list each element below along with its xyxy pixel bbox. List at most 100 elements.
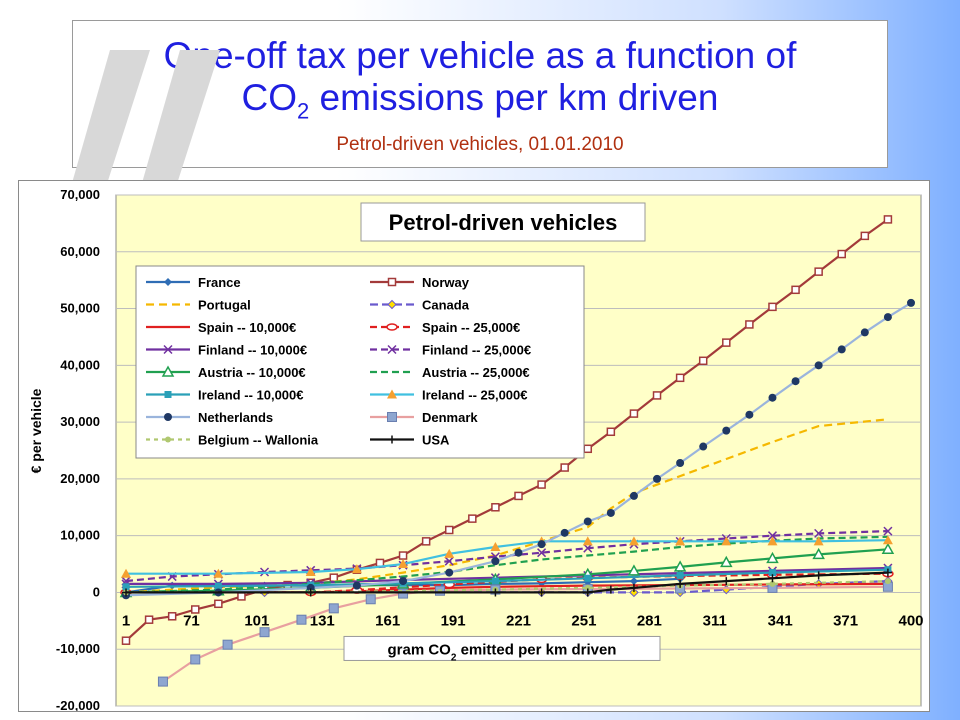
point-marker bbox=[560, 528, 569, 537]
point-marker bbox=[421, 537, 431, 546]
y-tick-label: 10,000 bbox=[60, 528, 100, 543]
point-marker bbox=[387, 389, 397, 399]
point-marker bbox=[445, 568, 454, 577]
x-tick-label: 1 bbox=[122, 612, 130, 629]
title-box: One-off tax per vehicle as a function of… bbox=[72, 20, 888, 168]
series-usa bbox=[122, 568, 892, 597]
point-marker bbox=[629, 491, 638, 500]
chart-title: Petrol-driven vehicles bbox=[389, 210, 618, 235]
point-marker bbox=[768, 574, 777, 583]
point-marker bbox=[191, 605, 200, 614]
point-marker bbox=[881, 542, 895, 555]
point-marker bbox=[627, 564, 641, 576]
point-marker bbox=[676, 579, 685, 588]
point-marker bbox=[583, 444, 593, 454]
point-marker bbox=[907, 298, 915, 307]
point-marker bbox=[582, 536, 593, 546]
x-tick-label: 221 bbox=[506, 612, 531, 629]
point-marker bbox=[190, 654, 201, 665]
x-tick-label: 281 bbox=[637, 612, 662, 629]
quote-decoration-icon bbox=[70, 50, 220, 190]
legend-label: Spain -- 10,000€ bbox=[198, 320, 296, 335]
point-marker bbox=[837, 345, 846, 354]
series-line bbox=[162, 585, 888, 683]
point-marker bbox=[365, 594, 376, 605]
point-marker bbox=[490, 542, 501, 552]
point-marker bbox=[491, 588, 500, 597]
legend-label: Finland -- 10,000€ bbox=[198, 343, 307, 358]
point-marker bbox=[768, 569, 776, 577]
y-tick-label: -10,000 bbox=[56, 641, 100, 656]
chart-frame: 70,000 60,000 50,000 40,000 30,000 20,000 10,0… bbox=[18, 180, 930, 713]
y-axis-title: € per vehicle bbox=[28, 388, 44, 473]
y-tick-label: 0 bbox=[93, 584, 100, 599]
y-tick-label: 70,000 bbox=[60, 187, 100, 202]
legend-label: Ireland -- 10,000€ bbox=[198, 388, 304, 403]
point-marker bbox=[584, 584, 591, 591]
point-marker bbox=[767, 531, 778, 541]
point-marker bbox=[305, 567, 316, 577]
point-marker bbox=[722, 577, 731, 586]
point-marker bbox=[306, 583, 315, 592]
point-marker bbox=[583, 543, 593, 553]
point-marker bbox=[214, 582, 222, 590]
point-marker bbox=[675, 536, 686, 546]
title-rest: emissions per km driven bbox=[309, 77, 719, 118]
point-marker bbox=[673, 560, 687, 572]
x-tick-label: 191 bbox=[441, 612, 466, 629]
point-marker bbox=[491, 503, 500, 512]
point-marker bbox=[884, 578, 891, 585]
y-tick-label: 30,000 bbox=[60, 414, 100, 429]
point-marker bbox=[883, 526, 893, 536]
point-marker bbox=[883, 313, 892, 322]
y-tick-label: 40,000 bbox=[60, 357, 100, 372]
x-tick-label: 161 bbox=[375, 612, 400, 629]
point-marker bbox=[514, 491, 523, 501]
point-marker bbox=[628, 536, 639, 546]
point-marker bbox=[399, 577, 408, 586]
point-marker bbox=[606, 508, 615, 517]
point-marker bbox=[722, 426, 731, 435]
point-marker bbox=[814, 361, 823, 370]
point-marker bbox=[157, 676, 168, 687]
point-marker bbox=[329, 573, 339, 582]
x-tick-label: 71 bbox=[183, 612, 200, 629]
series-netherlands bbox=[122, 298, 915, 600]
legend-label: Belgium -- Wallonia bbox=[198, 433, 319, 448]
point-marker bbox=[767, 536, 778, 546]
point-marker bbox=[164, 413, 172, 421]
point-marker bbox=[214, 599, 223, 609]
x-axis-title-box bbox=[343, 635, 661, 661]
point-marker bbox=[837, 249, 846, 259]
y-tick-label: 60,000 bbox=[60, 244, 100, 259]
title-sub: 2 bbox=[297, 98, 310, 124]
point-marker bbox=[213, 568, 224, 578]
point-marker bbox=[584, 574, 592, 582]
x-tick-label: 341 bbox=[768, 612, 793, 629]
point-marker bbox=[814, 571, 823, 580]
legend-label: Finland -- 25,000€ bbox=[422, 343, 531, 358]
legend-label: Ireland -- 25,000€ bbox=[422, 388, 528, 403]
point-marker bbox=[652, 391, 662, 400]
point-marker bbox=[860, 231, 870, 241]
point-marker bbox=[814, 267, 823, 276]
chart-title-box bbox=[360, 202, 646, 242]
point-marker bbox=[122, 583, 130, 591]
point-marker bbox=[769, 580, 776, 587]
point-marker bbox=[388, 435, 396, 444]
legend-label: Portugal bbox=[198, 298, 251, 313]
point-marker bbox=[606, 585, 615, 594]
legend-box bbox=[135, 265, 585, 459]
point-marker bbox=[606, 427, 616, 437]
series-line bbox=[126, 571, 888, 594]
point-marker bbox=[444, 548, 455, 558]
legend-label: Austria -- 25,000€ bbox=[422, 365, 530, 380]
point-marker bbox=[722, 338, 731, 347]
point-marker bbox=[883, 215, 893, 224]
point-marker bbox=[583, 517, 592, 526]
point-marker bbox=[398, 551, 408, 560]
point-marker bbox=[164, 391, 172, 398]
y-tick-label: -20,000 bbox=[56, 698, 100, 711]
point-marker bbox=[791, 285, 800, 295]
point-marker bbox=[122, 588, 130, 597]
